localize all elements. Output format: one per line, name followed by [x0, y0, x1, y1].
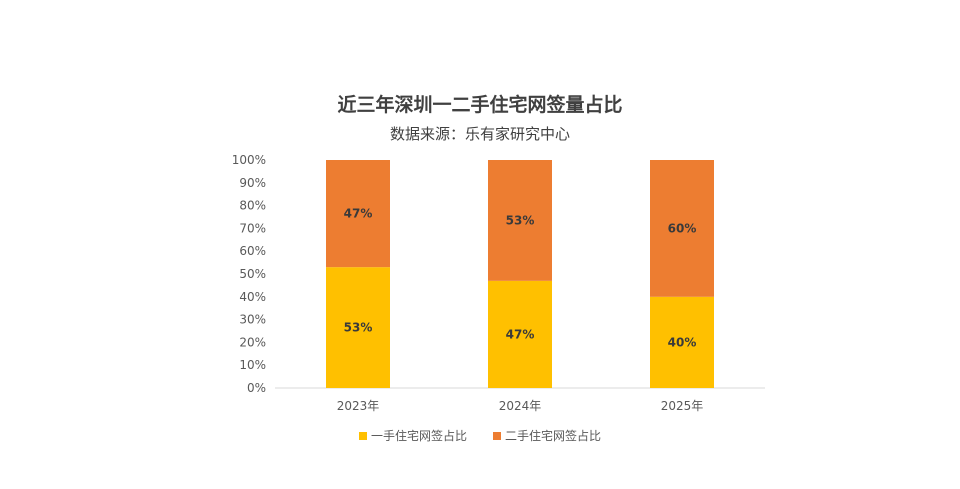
x-tick-label: 2023年	[337, 399, 380, 413]
legend: 一手住宅网签占比 二手住宅网签占比	[0, 427, 960, 444]
bar-first-hand	[326, 267, 390, 388]
legend-item-first-hand: 一手住宅网签占比	[358, 427, 467, 444]
bar-first-hand	[650, 296, 714, 388]
y-tick-label: 80%	[239, 199, 266, 213]
y-tick-label: 50%	[239, 267, 266, 281]
y-tick-label: 90%	[239, 176, 266, 190]
legend-swatch-second-hand	[493, 431, 501, 440]
y-tick-label: 20%	[239, 335, 266, 349]
bar-second-hand	[326, 160, 390, 268]
legend-item-second-hand: 二手住宅网签占比	[493, 427, 601, 444]
bar-first-hand	[488, 280, 552, 388]
x-axis: 2023年 2024年 2025年	[337, 399, 704, 413]
chart-title: 近三年深圳一二手住宅网签量占比	[337, 94, 623, 116]
legend-label-first-hand: 一手住宅网签占比	[370, 429, 467, 443]
y-tick-label: 40%	[239, 290, 266, 304]
data-label: 53%	[344, 321, 373, 335]
chart-subtitle: 数据来源：乐有家研究中心	[389, 125, 570, 143]
legend-swatch-first-hand	[358, 431, 367, 440]
x-tick-label: 2024年	[499, 399, 542, 413]
legend-label-second-hand: 二手住宅网签占比	[505, 429, 602, 443]
bar-second-hand	[488, 160, 552, 281]
bar-second-hand	[650, 160, 714, 297]
data-label: 47%	[344, 207, 373, 221]
data-label: 60%	[668, 221, 697, 235]
data-label: 40%	[668, 335, 697, 349]
bars: 53% 47% 47% 53% 40% 60%	[326, 160, 714, 388]
y-tick-label: 100%	[232, 153, 266, 167]
data-label: 47%	[506, 327, 535, 341]
y-axis: 0% 10% 20% 30% 40% 50% 60% 70% 80% 90% 100%	[232, 153, 266, 395]
x-tick-label: 2025年	[661, 399, 704, 413]
y-tick-label: 30%	[239, 313, 266, 327]
y-tick-label: 60%	[239, 244, 266, 258]
y-tick-label: 70%	[239, 221, 266, 235]
data-label: 53%	[506, 213, 535, 227]
y-tick-label: 10%	[239, 358, 266, 372]
y-tick-label: 0%	[247, 381, 266, 395]
